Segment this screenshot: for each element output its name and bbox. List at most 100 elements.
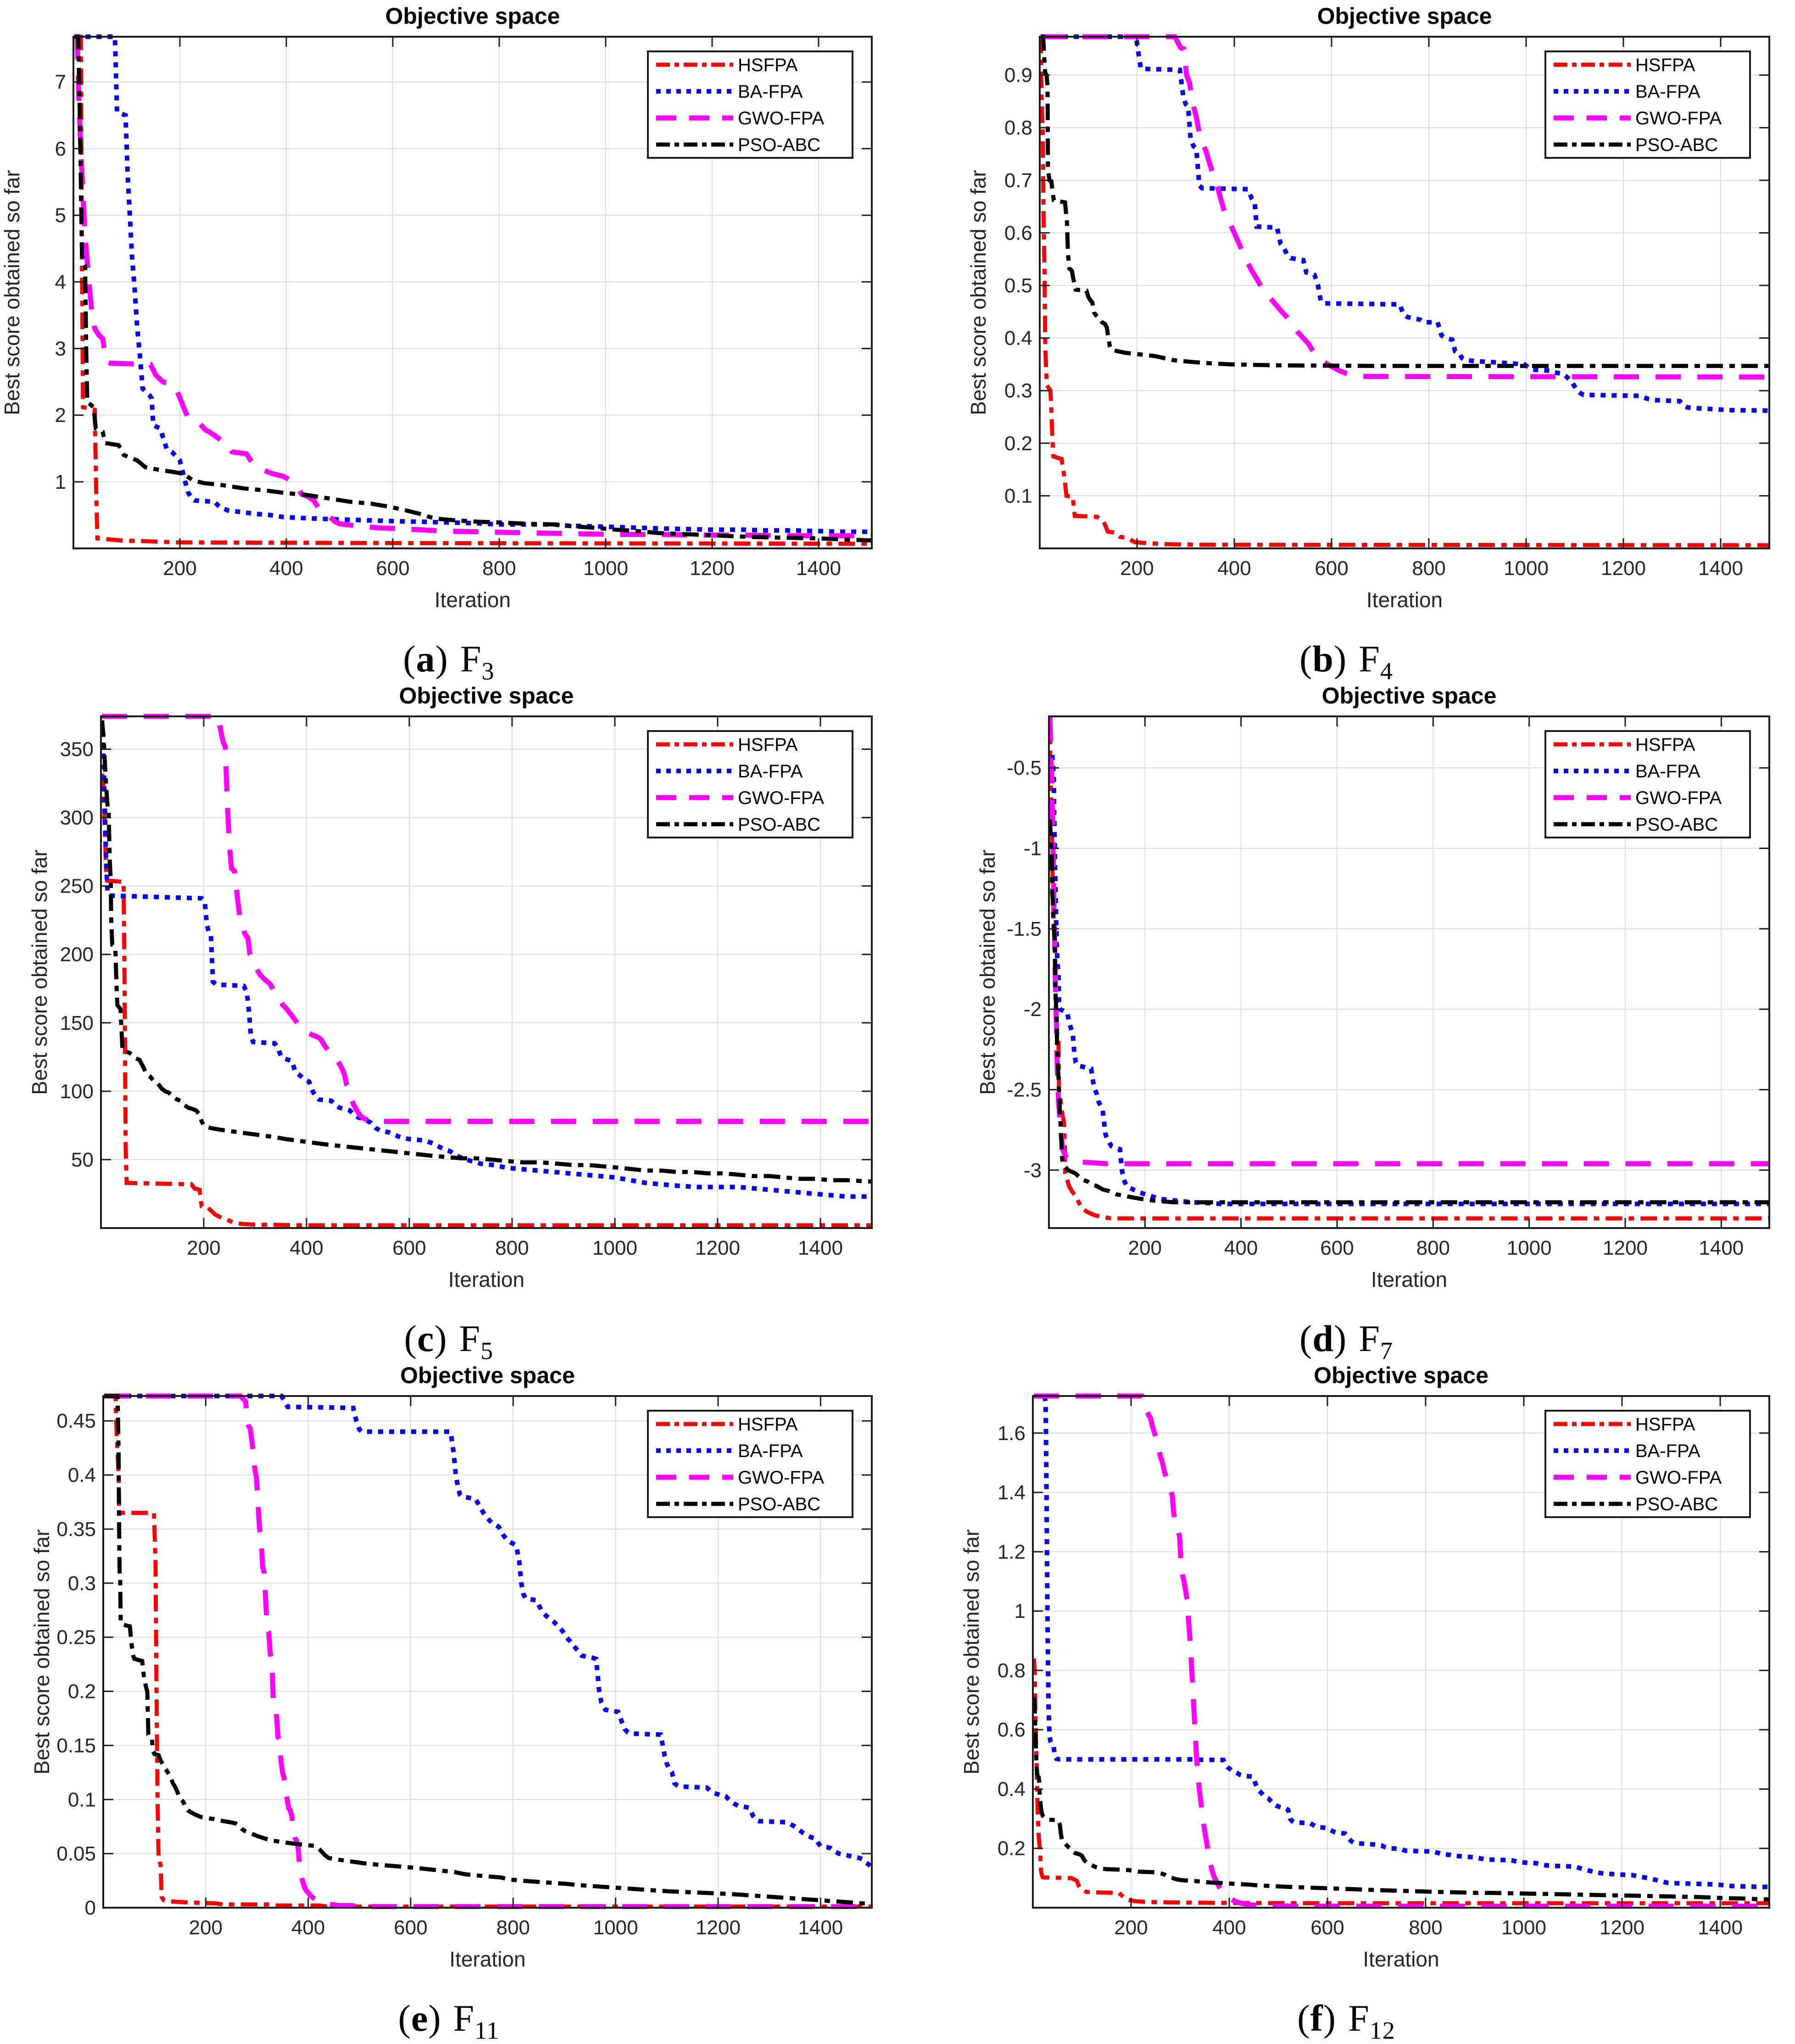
panel-caption-a: (a) F3 — [0, 637, 898, 685]
x-tick-label: 1400 — [1698, 557, 1743, 580]
chart-title: Objective space — [399, 683, 574, 709]
x-tick-label: 1200 — [1600, 1916, 1644, 1939]
subplot-d: Objective space 200 400 600 800 1000 1200 1400 -… — [898, 680, 1795, 1363]
legend-label-hsfpa: HSFPA — [738, 55, 798, 75]
series-group — [74, 34, 872, 546]
x-axis-label: Iteration — [1366, 588, 1443, 612]
chart-f: Objective space 200 400 600 800 1000 1200 1400 0… — [898, 1359, 1795, 1997]
y-tick-label: 200 — [60, 944, 94, 966]
x-tick-label: 600 — [1320, 1237, 1354, 1259]
panel-caption-b: (b) F4 — [898, 637, 1795, 685]
legend-label-ba-fpa: BA-FPA — [1635, 82, 1700, 102]
series-line-gwo-fpa — [1041, 34, 1770, 380]
y-tick-label: 1 — [1015, 1600, 1026, 1623]
series-line-gwo-fpa — [102, 714, 872, 1124]
y-tick-label: -1.5 — [1007, 918, 1042, 940]
x-tick-label: 600 — [392, 1237, 426, 1259]
series-line-hsfpa — [100, 773, 872, 1228]
y-tick-label: 0.5 — [1004, 274, 1032, 297]
axis-border — [1032, 1395, 1770, 1909]
chart-title: Objective space — [1317, 3, 1492, 29]
series-line-hsfpa — [1032, 1658, 1769, 1905]
series-line-hsfpa — [104, 1394, 872, 1909]
series-line-gwo-fpa — [104, 1393, 872, 1910]
x-axis-label: Iteration — [1371, 1268, 1447, 1291]
x-tick-label: 200 — [163, 557, 196, 580]
subplot-b: Objective space 200 400 600 800 1000 1200 1400 0… — [898, 0, 1795, 685]
legend-box — [647, 50, 853, 159]
legend-label-gwo-fpa: GWO-FPA — [1635, 108, 1722, 128]
x-axis-label: Iteration — [1363, 1947, 1439, 1971]
x-axis-label: Iteration — [449, 1947, 525, 1971]
x-tick-label: 1000 — [1507, 1237, 1552, 1259]
series-group — [104, 1393, 872, 1910]
caption-function: F3 — [460, 637, 495, 685]
x-tick-label: 200 — [1120, 557, 1154, 580]
x-tick-label: 800 — [1409, 1916, 1442, 1939]
legend-label-gwo-fpa: GWO-FPA — [1635, 1468, 1722, 1488]
x-tick-label: 1400 — [798, 1237, 843, 1259]
y-tick-label: 0.8 — [1004, 117, 1032, 139]
legend-box — [1544, 730, 1751, 838]
x-axis-label: Iteration — [448, 1268, 524, 1291]
x-tick-label: 800 — [496, 1916, 530, 1939]
y-tick-label: 4 — [55, 271, 66, 293]
chart-c: Objective space 200 400 600 800 1000 1200 1400 5… — [0, 680, 898, 1318]
x-tick-label: 1000 — [592, 1237, 637, 1259]
chart-e: Objective space 200 400 600 800 1000 1200 1400 0… — [0, 1359, 898, 1997]
legend-label-ba-fpa: BA-FPA — [738, 761, 803, 782]
y-tick-label: 6 — [55, 138, 66, 160]
y-tick-label: 0.35 — [56, 1518, 96, 1541]
y-tick-label: 0.4 — [68, 1464, 96, 1486]
legend-label-hsfpa: HSFPA — [1635, 55, 1695, 75]
x-tick-label: 200 — [189, 1916, 223, 1939]
caption-function: F11 — [453, 1997, 500, 2044]
y-tick-label: -3 — [1024, 1159, 1042, 1182]
y-tick-label: 0.3 — [68, 1572, 96, 1595]
x-axis-label: Iteration — [435, 588, 511, 612]
y-tick-label: 5 — [55, 204, 66, 227]
x-tick-label: 1200 — [695, 1237, 740, 1259]
x-tick-label: 1000 — [583, 557, 628, 580]
caption-label: (a) — [403, 637, 448, 680]
series-line-ba-fpa — [1042, 1396, 1769, 1889]
subplot-e: Objective space 200 400 600 800 1000 1200 1400 0… — [0, 1359, 898, 2044]
axis-border — [100, 715, 873, 1229]
series-group — [1039, 34, 1770, 547]
series-line-hsfpa — [1039, 36, 1770, 547]
y-tick-label: 0.6 — [998, 1719, 1026, 1741]
x-tick-label: 400 — [1217, 557, 1251, 580]
legend: HSFPA BA-FPA GWO-FPA PSO-ABC — [1544, 730, 1751, 838]
legend-label-ba-fpa: BA-FPA — [738, 82, 803, 102]
x-tick-label: 400 — [1212, 1916, 1246, 1939]
y-tick-label: -2.5 — [1007, 1078, 1042, 1101]
y-tick-label: 0.25 — [56, 1626, 96, 1649]
x-tick-label: 1000 — [1501, 1916, 1546, 1939]
panel-caption-c: (c) F5 — [0, 1317, 898, 1364]
legend-box — [647, 730, 853, 838]
x-tick-label: 1200 — [690, 557, 735, 580]
y-tick-label: 3 — [55, 337, 66, 360]
caption-function: F4 — [1359, 637, 1393, 685]
y-tick-label: 1.2 — [998, 1541, 1026, 1563]
caption-label: (b) — [1299, 637, 1347, 680]
y-tick-label: 0.7 — [1004, 169, 1032, 192]
y-axis-label: Best score obtained so far — [966, 170, 990, 415]
caption-function: F5 — [459, 1317, 494, 1364]
legend-label-ba-fpa: BA-FPA — [1635, 761, 1700, 782]
legend-label-hsfpa: HSFPA — [1635, 735, 1695, 755]
y-tick-label: 350 — [60, 738, 94, 761]
y-axis-label: Best score obtained so far — [959, 1529, 983, 1774]
series-line-pso-abc — [1048, 819, 1769, 1205]
x-tick-label: 600 — [394, 1916, 427, 1939]
axis-border — [1039, 36, 1770, 549]
legend-label-hsfpa: HSFPA — [738, 735, 798, 755]
y-tick-label: 50 — [71, 1149, 94, 1171]
series-group — [1048, 716, 1769, 1221]
x-tick-label: 200 — [187, 1237, 220, 1259]
legend-label-pso-abc: PSO-ABC — [738, 1494, 820, 1514]
x-tick-label: 600 — [1315, 557, 1348, 580]
legend-box — [647, 1410, 853, 1518]
x-tick-label: 1200 — [696, 1916, 741, 1939]
